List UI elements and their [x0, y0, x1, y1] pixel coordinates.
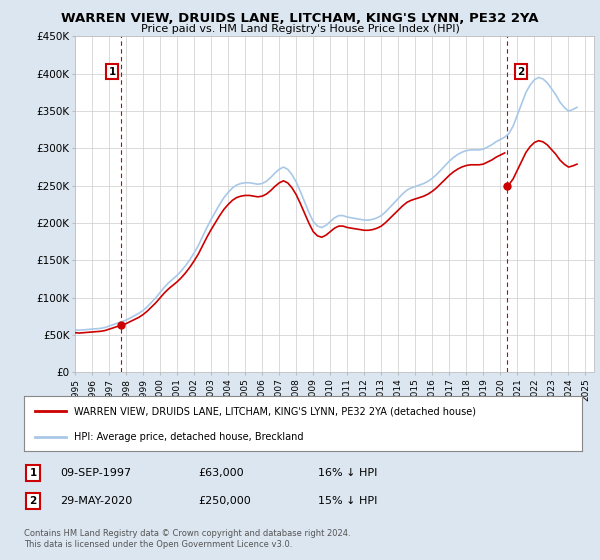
Text: Price paid vs. HM Land Registry's House Price Index (HPI): Price paid vs. HM Land Registry's House … [140, 24, 460, 34]
Text: 09-SEP-1997: 09-SEP-1997 [60, 468, 131, 478]
Text: HPI: Average price, detached house, Breckland: HPI: Average price, detached house, Brec… [74, 432, 304, 442]
Text: Contains HM Land Registry data © Crown copyright and database right 2024.
This d: Contains HM Land Registry data © Crown c… [24, 529, 350, 549]
Text: 1: 1 [109, 67, 116, 77]
Text: 15% ↓ HPI: 15% ↓ HPI [318, 496, 377, 506]
Text: £250,000: £250,000 [198, 496, 251, 506]
Text: WARREN VIEW, DRUIDS LANE, LITCHAM, KING'S LYNN, PE32 2YA: WARREN VIEW, DRUIDS LANE, LITCHAM, KING'… [61, 12, 539, 25]
Text: 2: 2 [517, 67, 524, 77]
Text: 2: 2 [29, 496, 37, 506]
Text: £63,000: £63,000 [198, 468, 244, 478]
Text: 16% ↓ HPI: 16% ↓ HPI [318, 468, 377, 478]
Text: 1: 1 [29, 468, 37, 478]
Text: WARREN VIEW, DRUIDS LANE, LITCHAM, KING'S LYNN, PE32 2YA (detached house): WARREN VIEW, DRUIDS LANE, LITCHAM, KING'… [74, 407, 476, 416]
Text: 29-MAY-2020: 29-MAY-2020 [60, 496, 132, 506]
